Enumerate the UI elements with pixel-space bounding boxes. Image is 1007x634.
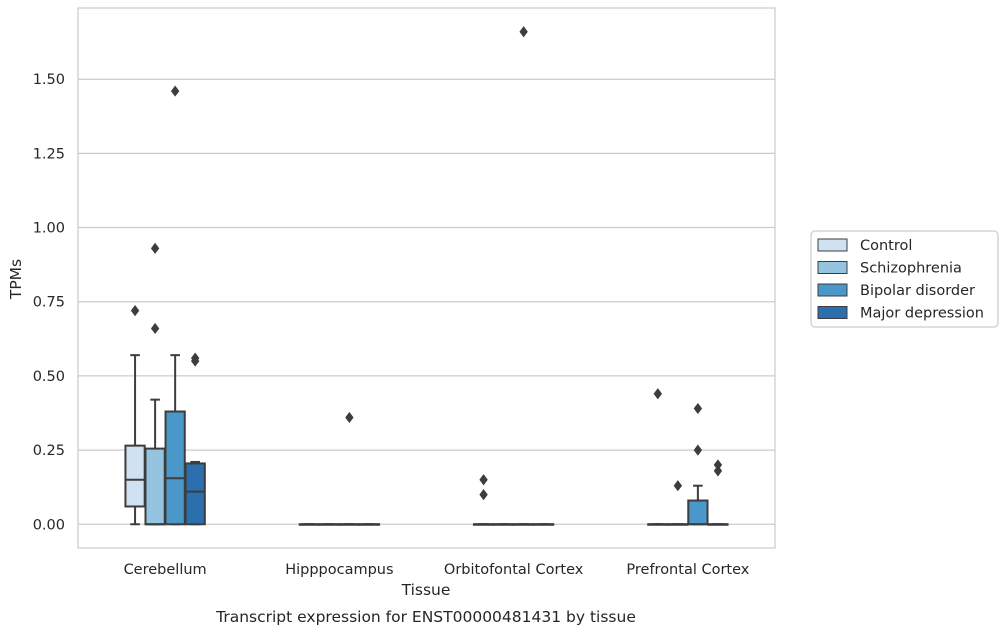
y-tick-label: 1.00 bbox=[33, 221, 65, 237]
legend-label: Control bbox=[860, 238, 912, 254]
legend-label: Schizophrenia bbox=[860, 261, 962, 277]
legend-swatch bbox=[817, 238, 848, 252]
outlier-point bbox=[713, 459, 723, 471]
x-axis-title: Tissue bbox=[401, 581, 451, 599]
x-tick-label: Prefrontal Cortex bbox=[626, 562, 749, 578]
box-group bbox=[533, 523, 555, 526]
outlier-point bbox=[345, 411, 354, 424]
box-group bbox=[358, 523, 381, 526]
box-group bbox=[184, 352, 206, 526]
box-group bbox=[647, 388, 669, 526]
outlier-point bbox=[653, 388, 663, 400]
box-group bbox=[472, 474, 495, 526]
outlier-point bbox=[519, 26, 528, 38]
box-layer bbox=[124, 26, 729, 526]
y-tick-label: 1.25 bbox=[33, 146, 65, 162]
box-group bbox=[513, 26, 535, 526]
x-tick-label: Cerebellum bbox=[124, 562, 207, 578]
outlier-point bbox=[479, 488, 488, 501]
outlier-point bbox=[150, 242, 160, 254]
outlier-point bbox=[693, 444, 703, 456]
y-axis-title: TPMs bbox=[7, 259, 25, 300]
legend-swatch bbox=[817, 306, 848, 319]
y-tick-label: 0.25 bbox=[33, 443, 65, 459]
outlier-point bbox=[693, 402, 703, 415]
x-tick-label: Hipppocampus bbox=[285, 562, 393, 578]
y-tick-label: 1.50 bbox=[33, 72, 65, 88]
x-tick-label: Orbitofontal Cortex bbox=[444, 562, 584, 578]
box bbox=[164, 410, 186, 526]
y-tick-labels: 0.00 0.25 0.50 0.75 1.00 1.25 1.50 bbox=[33, 72, 65, 533]
box bbox=[124, 444, 146, 508]
box-group bbox=[124, 305, 146, 526]
box-group bbox=[298, 523, 320, 526]
y-tick-label: 0.00 bbox=[33, 517, 65, 533]
outlier-point bbox=[130, 305, 140, 317]
chart-caption: Transcript expression for ENST0000048143… bbox=[215, 608, 636, 626]
outlier-point bbox=[150, 322, 160, 335]
box-group bbox=[144, 242, 166, 526]
box-group bbox=[687, 402, 709, 526]
box-group bbox=[318, 523, 340, 526]
box bbox=[184, 462, 206, 526]
box bbox=[144, 447, 166, 526]
outlier-point bbox=[479, 474, 488, 486]
grid-layer bbox=[78, 78, 775, 525]
legend-label: Major depression bbox=[860, 306, 984, 322]
box-group bbox=[492, 523, 515, 526]
legend-swatch bbox=[817, 283, 848, 297]
legend-label: Bipolar disorder bbox=[860, 283, 975, 299]
plot-frame bbox=[77, 7, 776, 549]
box bbox=[687, 499, 709, 526]
box-group bbox=[667, 480, 689, 526]
legend-frame bbox=[810, 230, 999, 328]
box-group bbox=[164, 85, 186, 526]
x-tick-labels: Cerebellum Hipppocampus Orbitofontal Corte… bbox=[124, 562, 750, 578]
y-tick-label: 0.75 bbox=[33, 295, 65, 311]
outlier-point bbox=[673, 480, 683, 492]
outlier-point bbox=[713, 465, 723, 477]
legend-swatch bbox=[817, 261, 848, 274]
outlier-point bbox=[190, 355, 200, 367]
outlier-point bbox=[170, 85, 180, 97]
box-group bbox=[338, 411, 361, 526]
y-tick-label: 0.50 bbox=[33, 369, 65, 385]
legend: Control Schizophrenia Bipolar disorder Majo… bbox=[810, 230, 999, 328]
box-group bbox=[707, 459, 729, 526]
